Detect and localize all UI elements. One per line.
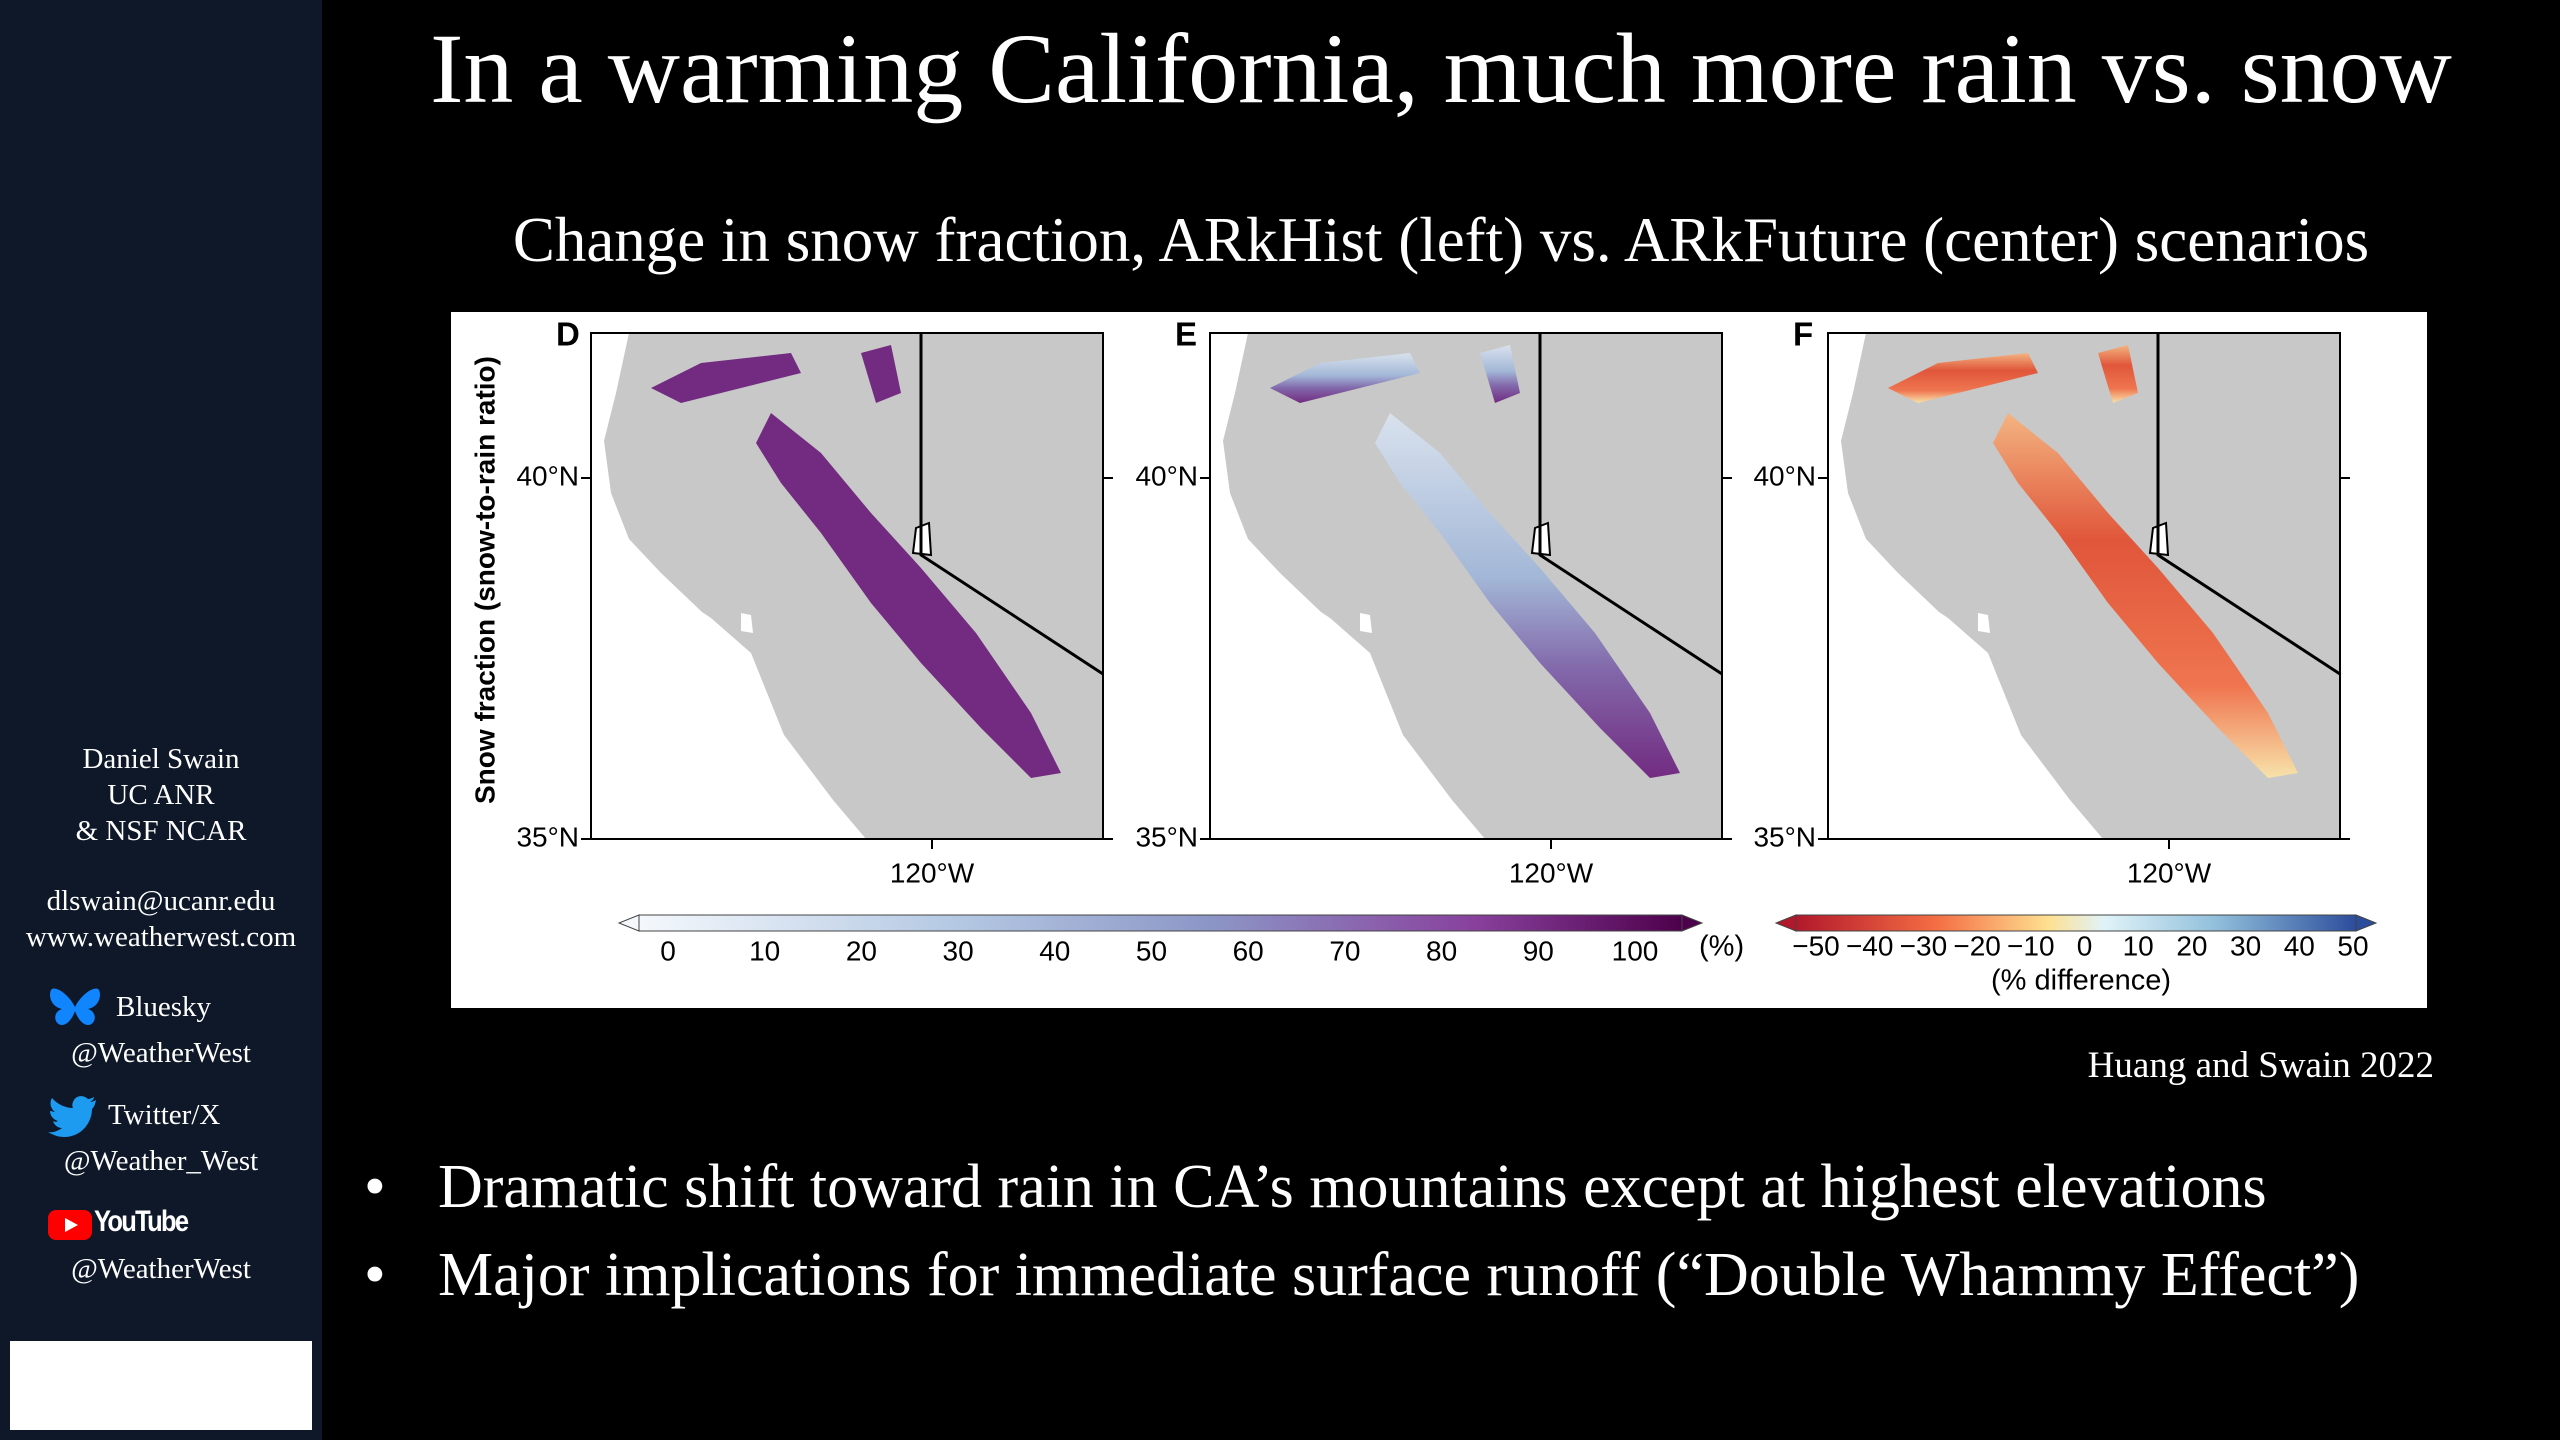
bullet-marker: •: [364, 1153, 386, 1221]
social-platform: Bluesky: [116, 991, 212, 1023]
lat-label: 40°N: [1753, 460, 1816, 491]
colorbar-diff: [1795, 914, 2357, 932]
figure: D 40°N 35°N 120°W E 40°N 35°N 120°W F 40°N 35°N 120…: [451, 312, 2427, 1008]
colorbar-snow: [638, 914, 1683, 932]
lon-label: 120°W: [890, 857, 975, 888]
author-line: & NSF NCAR: [75, 815, 247, 847]
colorbar-tick-label: 20: [846, 935, 877, 966]
panel-label: F: [1793, 316, 1813, 353]
colorbar-arrow: [617, 914, 640, 932]
social-platform: YouTube: [94, 1205, 189, 1238]
colorbar-tick-label: 80: [1426, 935, 1457, 966]
map-frame: [1827, 332, 2341, 840]
social-platform: Twitter/X: [108, 1099, 221, 1131]
colorbar-tick-label: 0: [660, 935, 676, 966]
lat-label: 35°N: [1753, 821, 1816, 852]
panel-label: E: [1175, 316, 1197, 353]
colorbar-tick-label: −10: [2007, 930, 2055, 961]
colorbar-tick-label: 60: [1233, 935, 1264, 966]
colorbar-tick-label: −30: [1900, 930, 1948, 961]
social-handle: @WeatherWest: [71, 1253, 251, 1285]
youtube-icon: [48, 1210, 92, 1240]
colorbar-tick-label: 10: [2123, 930, 2154, 961]
colorbar-tick-label: 0: [2077, 930, 2093, 961]
colorbar-tick-label: −40: [1846, 930, 1894, 961]
social-handle: @WeatherWest: [71, 1037, 251, 1069]
colorbar-arrow: [2355, 914, 2378, 932]
colorbar-tick-label: 20: [2176, 930, 2207, 961]
lat-label: 40°N: [516, 460, 579, 491]
colorbar-label: (% difference): [1991, 965, 2171, 997]
slide-title: In a warming California, much more rain …: [430, 13, 2452, 124]
colorbar-tick-label: 40: [2284, 930, 2315, 961]
bullet-marker: •: [364, 1241, 386, 1309]
colorbar-arrow: [1681, 914, 1704, 932]
bullet-text: Major implications for immediate surface…: [438, 1241, 2360, 1309]
logo-box: [10, 1341, 312, 1430]
colorbar-tick-label: 50: [1136, 935, 1167, 966]
lon-label: 120°W: [2127, 857, 2212, 888]
bluesky-icon: [50, 988, 100, 1025]
colorbar-tick-label: 30: [943, 935, 974, 966]
colorbar-tick-label: 30: [2230, 930, 2261, 961]
slide-subtitle: Change in snow fraction, ARkHist (left) …: [512, 205, 2370, 275]
panel-label: D: [556, 316, 580, 353]
bullet-text: Dramatic shift toward rain in CA’s mount…: [438, 1153, 2267, 1221]
colorbar-tick-label: 50: [2337, 930, 2368, 961]
colorbar-tick-label: 70: [1329, 935, 1360, 966]
map-frame: [1209, 332, 1723, 840]
colorbar-tick-label: 10: [749, 935, 780, 966]
colorbar-tick-label: 100: [1612, 935, 1659, 966]
lat-label: 35°N: [516, 821, 579, 852]
colorbar-arrow: [1774, 914, 1797, 932]
y-axis-label: Snow fraction (snow-to-rain ratio): [469, 356, 500, 804]
lat-label: 35°N: [1135, 821, 1198, 852]
citation: Huang and Swain 2022: [2087, 1045, 2434, 1086]
colorbar-tick-label: 40: [1039, 935, 1070, 966]
map-frame: [590, 332, 1104, 840]
twitter-icon: [48, 1096, 96, 1137]
colorbar-tick-label: 90: [1523, 935, 1554, 966]
colorbar-tick-label: −50: [1792, 930, 1840, 961]
sidebar: Daniel Swain UC ANR & NSF NCAR dlswain@u…: [0, 0, 322, 1440]
contact-website: www.weatherwest.com: [25, 921, 297, 953]
colorbar-unit: (%): [1699, 931, 1744, 963]
author-line: UC ANR: [107, 779, 215, 811]
lat-label: 40°N: [1135, 460, 1198, 491]
social-handle: @Weather_West: [63, 1145, 259, 1177]
author-line: Daniel Swain: [82, 743, 240, 775]
colorbar-tick-label: −20: [1953, 930, 2001, 961]
lon-label: 120°W: [1509, 857, 1594, 888]
contact-email: dlswain@ucanr.edu: [46, 885, 276, 917]
